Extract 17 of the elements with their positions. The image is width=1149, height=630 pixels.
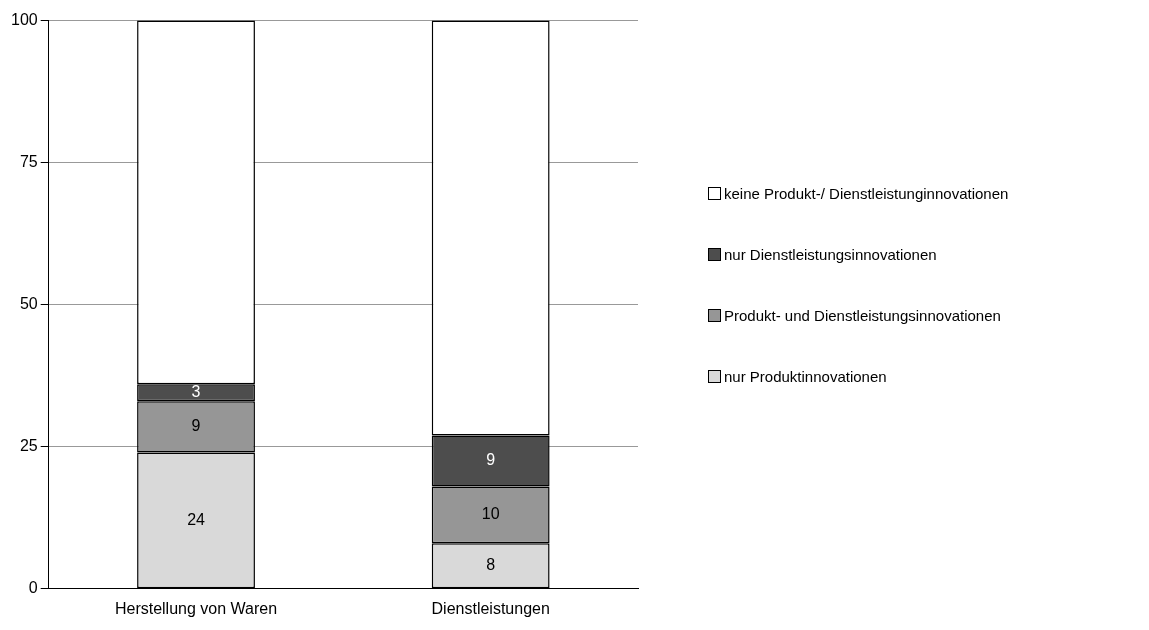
x-tick-label: Dienstleistungen <box>431 599 550 617</box>
y-tick-label: 75 <box>19 153 38 171</box>
x-tick-label: Herstellung von Waren <box>114 599 278 617</box>
data-label: 9 <box>486 451 496 469</box>
legend-label: Produkt- und Dienstleistungsinnovationen <box>724 307 1001 324</box>
legend-label: nur Dienstleistungsinnovationen <box>724 246 937 263</box>
y-tick-label: 25 <box>19 437 38 455</box>
y-tick-label: 50 <box>19 295 38 313</box>
data-label: 10 <box>481 505 500 523</box>
y-tick-label: 100 <box>10 11 38 29</box>
data-label: 9 <box>191 417 201 435</box>
data-label: 24 <box>187 510 206 528</box>
y-tick-label: 0 <box>28 579 38 597</box>
data-label: 8 <box>486 556 496 574</box>
legend-label: nur Produktinnovationen <box>724 368 887 385</box>
text: keine Produkt-/ Dienstleistunginnovationen <box>724 185 1009 202</box>
data-label: 3 <box>191 383 201 401</box>
